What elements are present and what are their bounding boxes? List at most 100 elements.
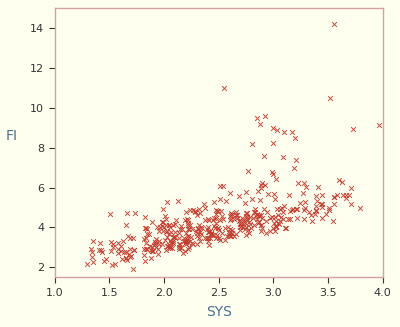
Point — [272, 229, 278, 234]
Point — [228, 211, 234, 216]
Point — [323, 211, 330, 216]
Point — [346, 192, 352, 198]
Point — [176, 241, 183, 246]
Point — [259, 216, 265, 221]
Point — [330, 194, 337, 199]
Point — [97, 241, 103, 246]
Point — [327, 95, 334, 101]
Point — [152, 244, 159, 250]
Point — [262, 113, 268, 119]
Point — [258, 222, 264, 228]
Point — [270, 125, 277, 130]
Point — [259, 225, 265, 231]
Point — [245, 230, 252, 235]
Point — [184, 216, 191, 222]
Point — [242, 232, 249, 237]
Point — [205, 217, 212, 223]
Point — [168, 241, 174, 246]
Point — [128, 253, 134, 258]
Point — [224, 233, 230, 238]
Point — [195, 227, 202, 232]
Point — [216, 235, 222, 240]
Point — [197, 211, 203, 216]
Point — [163, 217, 169, 222]
Point — [244, 216, 250, 222]
Point — [302, 199, 309, 204]
Point — [265, 191, 271, 196]
Point — [350, 126, 356, 131]
Point — [195, 226, 201, 231]
Point — [257, 121, 264, 127]
Point — [89, 249, 96, 254]
Point — [108, 240, 114, 245]
Point — [276, 221, 282, 227]
Point — [258, 223, 264, 228]
Point — [227, 229, 233, 234]
Point — [178, 245, 184, 250]
Point — [233, 213, 240, 218]
Point — [204, 226, 210, 231]
Point — [184, 240, 191, 245]
Point — [262, 231, 269, 236]
Point — [217, 208, 224, 214]
Point — [110, 242, 116, 247]
Point — [163, 222, 170, 228]
Point — [283, 225, 290, 231]
Point — [240, 225, 246, 230]
Point — [196, 222, 202, 227]
Point — [175, 244, 182, 249]
Point — [118, 244, 124, 249]
Point — [281, 129, 288, 134]
Point — [263, 218, 270, 223]
Point — [211, 232, 218, 238]
Point — [309, 219, 315, 224]
Point — [314, 199, 320, 204]
Point — [90, 259, 96, 264]
Point — [258, 180, 265, 185]
Point — [205, 238, 211, 244]
Point — [141, 215, 148, 220]
Point — [296, 200, 303, 205]
Point — [208, 231, 214, 236]
Point — [157, 225, 163, 230]
Point — [155, 247, 162, 252]
Point — [254, 115, 260, 121]
Point — [143, 240, 149, 245]
Point — [286, 192, 292, 198]
Point — [226, 232, 232, 238]
Point — [326, 208, 332, 213]
Point — [165, 243, 171, 249]
Point — [226, 217, 233, 222]
Point — [251, 210, 258, 215]
Point — [308, 213, 314, 218]
Point — [196, 229, 203, 234]
Point — [159, 241, 165, 247]
Point — [148, 256, 154, 261]
Point — [166, 243, 172, 248]
Point — [254, 211, 260, 216]
Point — [244, 169, 251, 174]
Point — [202, 218, 208, 223]
Point — [303, 184, 310, 189]
Point — [226, 226, 233, 232]
Point — [167, 225, 173, 230]
Point — [149, 249, 155, 254]
Point — [232, 210, 239, 215]
Point — [205, 225, 211, 230]
Point — [294, 181, 301, 186]
Point — [170, 240, 176, 245]
Point — [233, 231, 240, 236]
Point — [229, 230, 235, 235]
Point — [193, 234, 200, 239]
Point — [125, 233, 132, 238]
Point — [376, 122, 382, 128]
Point — [194, 213, 200, 218]
Point — [112, 262, 119, 267]
Point — [280, 217, 286, 222]
Point — [348, 201, 354, 207]
Point — [273, 218, 279, 224]
Point — [183, 239, 189, 245]
Point — [261, 206, 267, 211]
Point — [205, 230, 211, 235]
Point — [97, 248, 104, 253]
